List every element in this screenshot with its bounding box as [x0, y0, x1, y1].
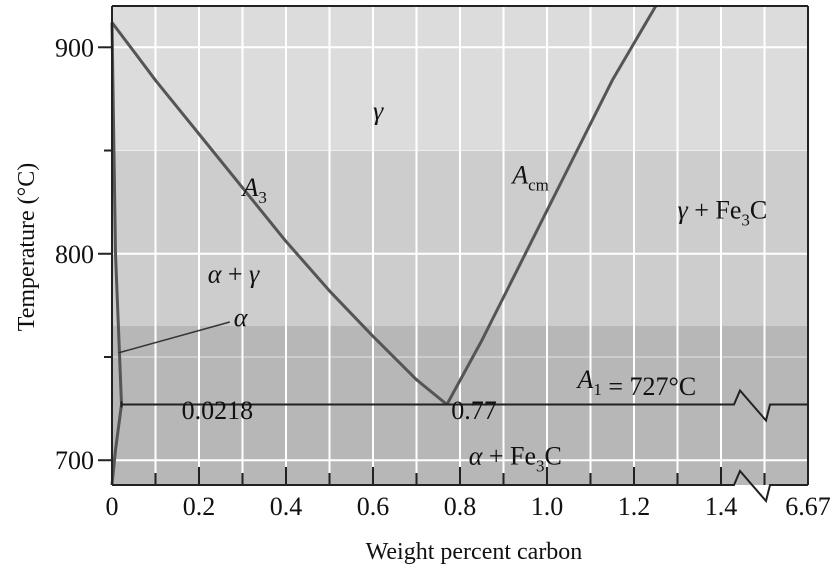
alpha-leader-line	[118, 321, 231, 354]
region-label-: α	[234, 303, 249, 332]
y-tick-label: 900	[55, 33, 94, 62]
series-line-boundary-2	[110, 22, 123, 405]
axes	[98, 5, 809, 504]
region-label-: γ	[373, 97, 384, 126]
x-axis-line	[112, 469, 808, 504]
region-label-a1-727-c: A1 = 727°C	[575, 365, 696, 401]
region-labels: γ A3 Acm γ + Fe3C α + γ α A1 = 727°C 0.0218 0.77…	[118, 97, 768, 475]
series-line-a3	[110, 21, 448, 406]
region-label-: α + γ	[208, 260, 260, 289]
eutectoid-line-a1	[121, 388, 808, 423]
tick-labels: 0 0.2 0.4 0.6 0.8 1.0 1.2 1.4 6.67 700 800 900	[55, 33, 831, 521]
x-tick-label: 0.8	[444, 492, 477, 521]
y-axis-title: Temperature (°C)	[14, 163, 40, 332]
y-tick-label: 700	[55, 446, 94, 475]
region-label-a3: A3	[241, 173, 267, 207]
region-label-fe3c: α + Fe3C	[469, 441, 562, 475]
x-tick-label: 1.2	[618, 492, 651, 521]
region-label-fe3c: γ + Fe3C	[678, 196, 768, 230]
region-label-0-0218: 0.0218	[182, 396, 254, 425]
x-tick-label: 0.2	[183, 492, 216, 521]
series-line-boundary-3	[110, 404, 123, 486]
x-tick-label: 0	[106, 492, 119, 521]
region-label-acm: Acm	[510, 161, 549, 195]
y-tick-label: 800	[55, 240, 94, 269]
x-tick-label-break-end: 6.67	[785, 492, 831, 521]
x-tick-label: 0.6	[357, 492, 390, 521]
phase-boundary-curves	[110, 5, 808, 486]
series-line-acm	[445, 5, 658, 406]
x-tick-label: 1.0	[531, 492, 564, 521]
region-label-0-77: 0.77	[451, 396, 497, 425]
x-tick-label: 1.4	[705, 492, 738, 521]
x-axis-title: Weight percent carbon	[366, 539, 583, 565]
x-tick-label: 0.4	[270, 492, 303, 521]
